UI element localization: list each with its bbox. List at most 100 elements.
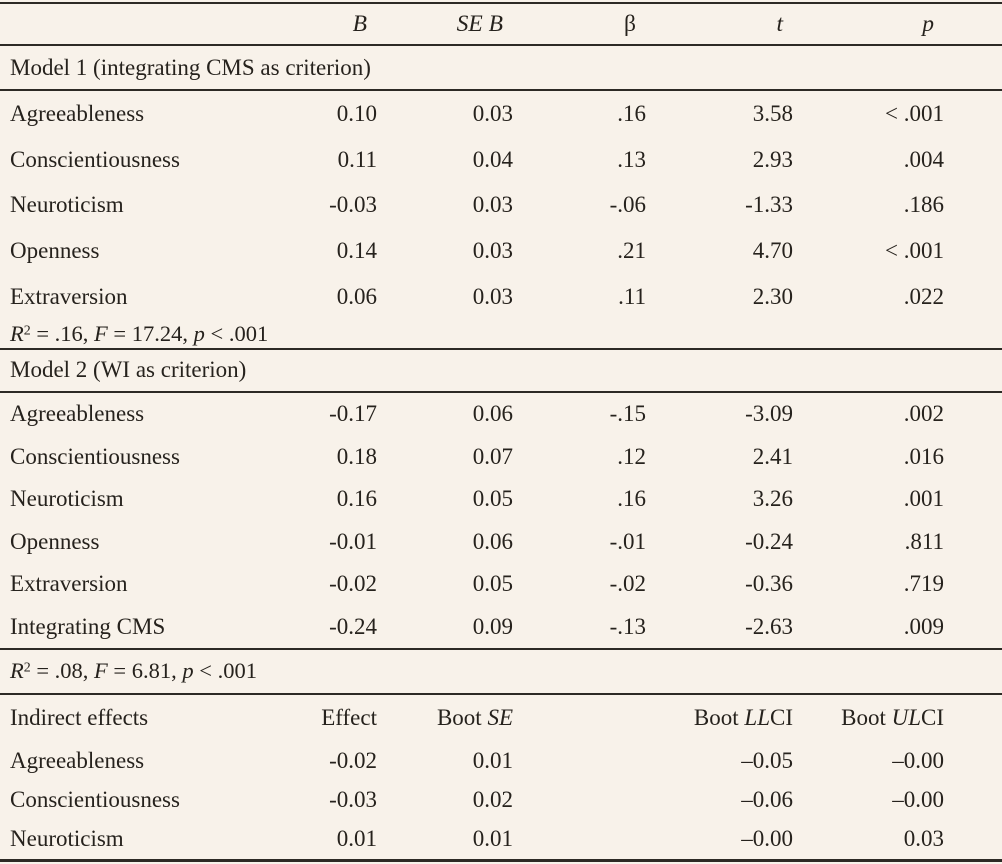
data-row: Agreeableness 0.10 0.03.16 3.58 < .001 — [0, 89, 1002, 137]
value-cell: -0.03 — [329, 787, 377, 813]
value-cell: -1.33 — [745, 192, 793, 218]
value-cell: .186 — [903, 192, 944, 218]
row-label: Extraversion — [10, 571, 128, 597]
value-cell: 0.01 — [472, 748, 513, 774]
data-row: Openness -0.01 0.06 -.01 -0.24 .811 — [0, 520, 1002, 563]
value-cell: -0.24 — [329, 613, 377, 639]
value-cell: 0.03 — [903, 826, 944, 852]
value-cell: –0.00 — [741, 826, 793, 852]
value-cell: -3.09 — [661, 390, 808, 436]
indirect-column-header — [528, 692, 661, 742]
value-cell: .009 — [903, 613, 944, 639]
value-cell: .21 — [617, 238, 646, 264]
indirect-column-header: Boot LLCI — [661, 692, 808, 742]
value-cell — [528, 781, 661, 820]
value-cell: 0.06 — [392, 390, 528, 436]
value-cell: 0.01 — [336, 826, 377, 852]
data-row: Neuroticism 0.16 0.05 .16 3.26 .001 — [0, 478, 1002, 521]
indirect-column-header: Effect — [290, 692, 392, 742]
indirect-title: Indirect effects — [0, 692, 290, 742]
value-cell: –0.00 — [892, 748, 944, 774]
value-cell: 0.05 — [472, 486, 513, 512]
value-cell: -.13 — [609, 613, 646, 639]
corner-cell — [0, 3, 290, 45]
value-cell: .719 — [903, 571, 944, 597]
value-cell: 2.41 — [752, 443, 793, 469]
value-cell — [528, 742, 661, 781]
model-summary: R2 = .08, F = 6.81, p < .001 — [0, 647, 1002, 694]
model-title-row: Model 1 (integrating CMS as criterion) — [0, 44, 1002, 90]
value-cell: 2.30 — [752, 284, 793, 310]
row-label: Agreeableness — [0, 89, 290, 137]
value-cell: -0.02 — [329, 748, 377, 774]
value-cell: < .001 — [808, 89, 1002, 137]
value-cell: 0.02 — [472, 787, 513, 813]
value-cell: 0.09 — [472, 613, 513, 639]
row-label: Integrating CMS — [10, 613, 166, 639]
model-title: Model 1 (integrating CMS as criterion) — [0, 44, 1002, 90]
data-row: Agreeableness -0.02 0.01 –0.05 –0.00 — [0, 742, 1002, 781]
value-cell: –0.00 — [892, 787, 944, 813]
value-cell: 3.26 — [752, 486, 793, 512]
column-header: β — [624, 10, 636, 37]
value-cell: 3.58 — [661, 89, 808, 137]
value-cell: .13 — [617, 146, 646, 172]
data-row: Openness 0.14 0.03 .21 4.70 < .001 — [0, 228, 1002, 274]
value-cell: .12 — [617, 443, 646, 469]
row-label: Neuroticism — [10, 192, 124, 218]
value-cell: .16 — [617, 486, 646, 512]
value-cell: –0.05 — [741, 748, 793, 774]
indirect-column-header: Boot ULCI — [808, 692, 1002, 742]
value-cell: .002 — [808, 390, 1002, 436]
row-label: Agreeableness — [10, 748, 145, 774]
value-cell: 0.10 — [290, 89, 392, 137]
model-summary: R2 = .16, F = 17.24, p < .001 — [10, 320, 269, 346]
row-label: Conscientiousness — [10, 443, 180, 469]
column-header: SE B — [456, 10, 503, 37]
model-title: Model 2 (WI as criterion) — [0, 347, 1002, 392]
row-label: Openness — [10, 528, 100, 554]
value-cell: -2.63 — [745, 613, 793, 639]
value-cell: 0.01 — [472, 826, 513, 852]
value-cell: .11 — [618, 284, 646, 310]
value-cell: -0.17 — [290, 390, 392, 436]
data-row: Conscientiousness 0.11 0.04 .13 2.93 .004 — [0, 137, 1002, 183]
value-cell: 0.03 — [392, 89, 528, 137]
value-cell: 0.06 — [336, 284, 377, 310]
column-header: t — [776, 10, 783, 37]
value-cell: .811 — [904, 528, 944, 554]
data-row: Extraversion 0.06 0.03 .11 2.30 .022 — [0, 274, 1002, 320]
row-label: Openness — [10, 238, 100, 264]
row-label: Agreeableness — [0, 390, 290, 436]
model-summary-row: R2 = .16, F = 17.24, p < .001 — [0, 320, 1002, 349]
data-row: Agreeableness -0.17 0.06 -.15 -3.09.002 — [0, 390, 1002, 436]
data-row: Neuroticism -0.03 0.03 -.06 -1.33 .186 — [0, 183, 1002, 229]
value-cell: .16 — [528, 89, 661, 137]
value-cell: -0.03 — [329, 192, 377, 218]
row-label: Conscientiousness — [10, 146, 180, 172]
value-cell: 0.03 — [472, 284, 513, 310]
data-row: Neuroticism 0.01 0.01 –0.00 0.03 — [0, 820, 1002, 861]
value-cell: 0.16 — [336, 486, 377, 512]
value-cell: –0.06 — [741, 787, 793, 813]
row-label: Neuroticism — [10, 826, 124, 852]
value-cell: 0.11 — [337, 146, 377, 172]
value-cell: .022 — [903, 284, 944, 310]
value-cell: 4.70 — [752, 238, 793, 264]
data-row: Integrating CMS -0.24 0.09 -.13 -2.63 .009 — [0, 605, 1002, 649]
value-cell: 0.14 — [336, 238, 377, 264]
value-cell: -0.01 — [329, 528, 377, 554]
value-cell: -.01 — [609, 528, 646, 554]
column-header: p — [922, 10, 934, 37]
value-cell: .004 — [903, 146, 944, 172]
model-summary-row: R2 = .08, F = 6.81, p < .001 — [0, 647, 1002, 694]
column-header-row: B SE B β t p — [0, 3, 1002, 45]
value-cell: 0.03 — [472, 238, 513, 264]
column-header: B — [352, 10, 367, 37]
value-cell — [528, 820, 661, 861]
value-cell: -0.24 — [745, 528, 793, 554]
value-cell: -0.36 — [745, 571, 793, 597]
indirect-column-header: Boot SE — [392, 692, 528, 742]
